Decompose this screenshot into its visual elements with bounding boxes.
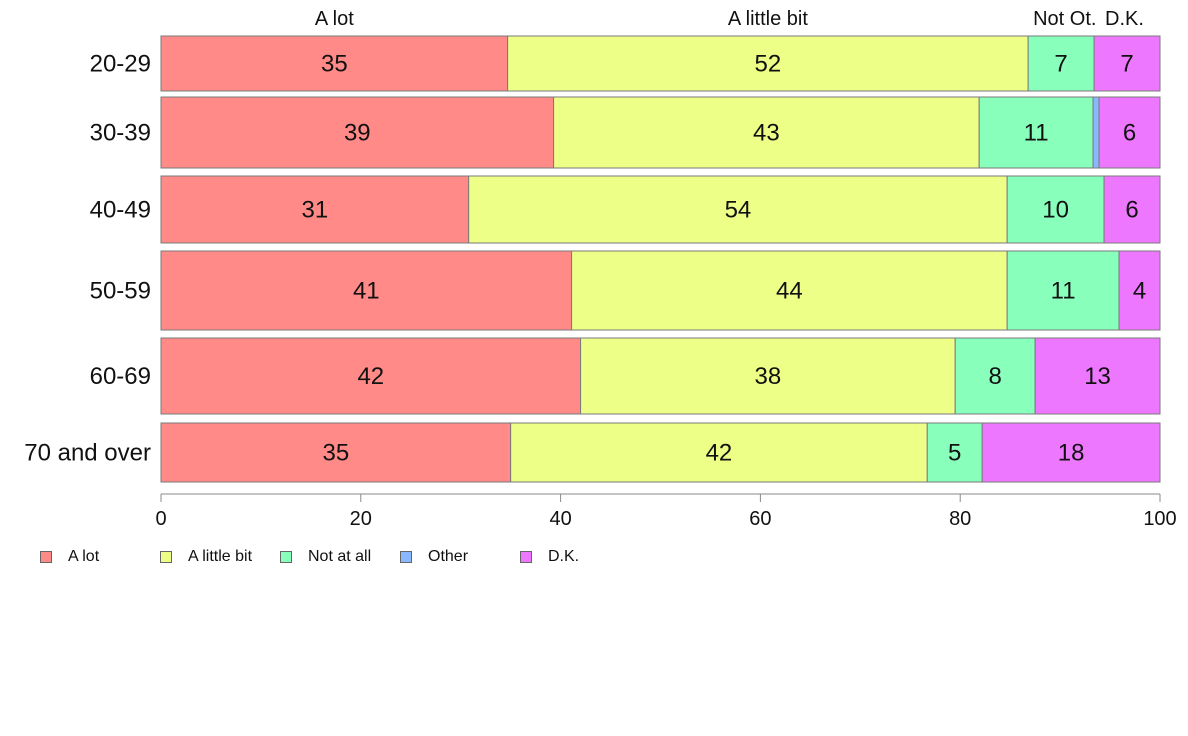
legend: A lot A little bit Not at all Other D.K. (0, 548, 1188, 570)
data-label: 7 (1120, 51, 1133, 78)
bar-segment (160, 250, 573, 331)
x-tick-label: 20 (350, 508, 372, 530)
data-label: 44 (776, 278, 803, 305)
legend-label: Other (428, 548, 469, 565)
top-series-label: A lot (315, 8, 354, 30)
legend-item: A lot (40, 548, 99, 566)
category-label: 40-49 (90, 197, 151, 224)
category-label: 70 and over (24, 440, 151, 467)
top-series-label: Not Ot. (1033, 8, 1096, 30)
bar-segment (981, 422, 1161, 483)
data-label: 10 (1042, 197, 1069, 224)
bar-area: 35 52 7 7 39 43 11 6 31 54 10 6 41 44 11 4 42 38 8 13 35 42 5 1… (160, 35, 1161, 483)
bar-segment (160, 35, 509, 92)
bar-segment (160, 175, 470, 244)
data-label: 35 (322, 440, 349, 467)
data-label: 8 (988, 363, 1001, 390)
bar-segment (1006, 250, 1120, 331)
bar-segment (1103, 175, 1161, 244)
bar-segment (1092, 96, 1100, 169)
bar-segment (507, 35, 1029, 92)
data-label: 42 (357, 363, 384, 390)
data-label: 5 (948, 440, 961, 467)
data-label: 31 (301, 197, 328, 224)
category-label: 20-29 (90, 51, 151, 78)
data-label: 18 (1058, 440, 1085, 467)
data-label: 7 (1054, 51, 1067, 78)
top-series-label: D.K. (1105, 8, 1144, 30)
top-series-label: A little bit (728, 8, 808, 30)
legend-item: A little bit (160, 548, 252, 566)
data-label: 41 (353, 278, 380, 305)
x-tick-label: 40 (549, 508, 571, 530)
category-labels: 20-29 30-39 40-49 50-59 60-69 70 and over (24, 51, 151, 467)
legend-swatch (40, 551, 52, 563)
bar-segment (1027, 35, 1095, 92)
legend-label: A little bit (188, 548, 253, 565)
data-label: 43 (753, 120, 780, 147)
bar-segment (160, 337, 582, 415)
data-label: 52 (755, 51, 782, 78)
bar-segment (978, 96, 1094, 169)
bar-segment (510, 422, 928, 483)
x-tick-label: 60 (749, 508, 771, 530)
bar-segment (1034, 337, 1161, 415)
bar-segment (580, 337, 956, 415)
x-tick-label: 100 (1143, 508, 1176, 530)
data-label: 6 (1125, 197, 1138, 224)
legend-swatch (400, 551, 412, 563)
data-label: 11 (1051, 278, 1076, 305)
bar-segment (553, 96, 980, 169)
category-label: 30-39 (90, 120, 151, 147)
bar-segment (1118, 250, 1161, 331)
data-label: 13 (1084, 363, 1111, 390)
data-label: 6 (1123, 120, 1136, 147)
legend-swatch (520, 551, 532, 563)
x-axis: 0 20 40 60 80 100 (155, 493, 1177, 530)
data-label: 35 (321, 51, 348, 78)
legend-item: D.K. (520, 548, 579, 566)
data-label: 54 (725, 197, 752, 224)
bar-segment (954, 337, 1036, 415)
x-tick-label: 80 (949, 508, 971, 530)
data-label: 4 (1133, 278, 1146, 305)
category-label: 50-59 (90, 278, 151, 305)
bar-segment (160, 422, 512, 483)
bar-segment (160, 96, 555, 169)
data-label: 38 (755, 363, 782, 390)
bar-segment (468, 175, 1008, 244)
bar-segment (1093, 35, 1161, 92)
legend-swatch (160, 551, 172, 563)
x-tick-label: 0 (155, 508, 166, 530)
bar-segment (571, 250, 1008, 331)
legend-label: Not at all (308, 548, 372, 565)
data-label: 11 (1024, 120, 1049, 147)
legend-item: Not at all (280, 548, 371, 566)
bar-segment (926, 422, 983, 483)
legend-swatch (280, 551, 292, 563)
data-label: 39 (344, 120, 371, 147)
category-label: 60-69 (90, 363, 151, 390)
legend-label: D.K. (548, 548, 580, 565)
legend-label: A lot (68, 548, 100, 565)
bar-segment (1098, 96, 1161, 169)
legend-item: Other (400, 548, 468, 566)
data-label: 42 (706, 440, 733, 467)
top-series-labels: A lot A little bit Not Ot. D.K. (315, 8, 1144, 30)
